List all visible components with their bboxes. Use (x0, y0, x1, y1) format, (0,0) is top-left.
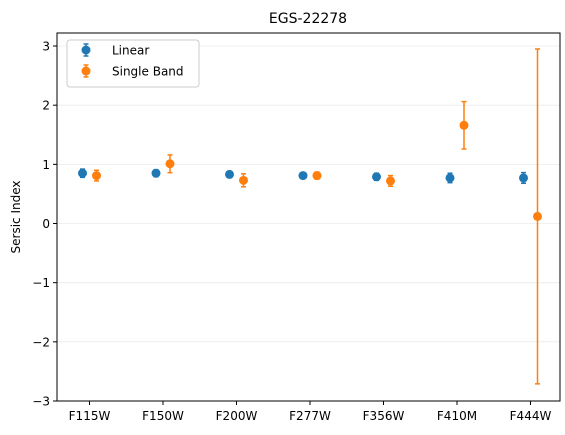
data-point (372, 172, 381, 182)
y-tick-label: 1 (42, 158, 50, 172)
x-tick-label: F444W (510, 409, 552, 423)
y-tick-label: −1 (32, 276, 50, 290)
y-tick-label: 0 (42, 217, 50, 231)
x-tick-label: F277W (289, 409, 331, 423)
x-tick-label: F356W (363, 409, 405, 423)
x-tick-label: F150W (142, 409, 184, 423)
data-point (151, 168, 161, 178)
data-point (519, 173, 528, 183)
data-point (165, 159, 175, 169)
chart-title: EGS-22278 (269, 11, 347, 27)
data-point (459, 120, 469, 130)
x-tick-label: F115W (69, 409, 111, 423)
y-axis-label: Sersic Index (9, 181, 23, 254)
data-point (239, 175, 248, 185)
data-point (78, 168, 87, 178)
plot-series (78, 48, 542, 385)
legend-label: Single Band (112, 65, 184, 79)
data-point (92, 171, 101, 181)
x-axis: F115W F150W F200W F277W F356W F410M F444W (69, 401, 552, 423)
legend-marker (81, 45, 91, 55)
series-0 (78, 168, 528, 185)
legend-label: Linear (112, 44, 149, 58)
data-point (386, 176, 395, 186)
data-point (225, 169, 234, 179)
y-tick-label: −3 (32, 395, 50, 409)
data-point (445, 173, 455, 183)
y-axis: 3 2 1 0 −1 −2 −3 (32, 40, 57, 409)
y-tick-label: 3 (42, 40, 50, 54)
series-1 (92, 48, 542, 385)
x-tick-label: F410M (437, 409, 477, 423)
data-point (298, 171, 308, 181)
legend-marker (81, 66, 91, 76)
legend-box (66, 39, 200, 88)
x-tick-label: F200W (216, 409, 258, 423)
data-point (312, 171, 322, 181)
grid (57, 45, 560, 402)
data-point (533, 211, 542, 221)
y-tick-label: 2 (42, 99, 50, 113)
y-tick-label: −2 (32, 335, 50, 349)
legend: Linear Single Band (66, 39, 200, 88)
plot-frame (56, 32, 561, 402)
